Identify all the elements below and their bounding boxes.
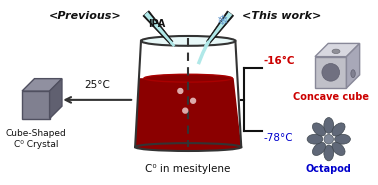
Text: Cube-Shaped
C⁰ Crystal: Cube-Shaped C⁰ Crystal	[5, 129, 66, 149]
Circle shape	[178, 88, 183, 93]
Text: <This work>: <This work>	[242, 11, 321, 21]
Text: -16°C: -16°C	[264, 56, 295, 66]
Ellipse shape	[324, 117, 334, 133]
Polygon shape	[144, 12, 172, 44]
Polygon shape	[143, 11, 173, 44]
Text: 25°C: 25°C	[84, 80, 110, 90]
Circle shape	[322, 63, 339, 81]
Text: ❄: ❄	[217, 14, 228, 28]
Circle shape	[191, 98, 195, 103]
Ellipse shape	[324, 145, 334, 161]
Ellipse shape	[332, 49, 340, 53]
Polygon shape	[347, 43, 359, 88]
Polygon shape	[315, 43, 359, 57]
Ellipse shape	[141, 36, 235, 46]
Ellipse shape	[313, 142, 325, 155]
Ellipse shape	[144, 74, 232, 82]
Text: Concave cube: Concave cube	[293, 92, 369, 102]
Polygon shape	[135, 78, 241, 147]
Polygon shape	[22, 79, 62, 91]
Text: Octapod: Octapod	[306, 164, 352, 174]
Ellipse shape	[332, 123, 345, 136]
Polygon shape	[315, 57, 347, 88]
Polygon shape	[207, 12, 232, 44]
Ellipse shape	[335, 134, 350, 144]
Polygon shape	[206, 11, 234, 44]
Ellipse shape	[332, 142, 345, 155]
Text: <Previous>: <Previous>	[49, 11, 121, 21]
Ellipse shape	[307, 134, 323, 144]
Polygon shape	[22, 91, 50, 119]
Ellipse shape	[313, 123, 325, 136]
Text: IPA: IPA	[148, 19, 165, 29]
Polygon shape	[50, 79, 62, 119]
Text: -78°C: -78°C	[264, 133, 293, 143]
Ellipse shape	[351, 70, 355, 78]
Text: C⁰ in mesitylene: C⁰ in mesitylene	[146, 164, 231, 174]
Ellipse shape	[135, 143, 241, 151]
Circle shape	[324, 134, 333, 144]
Circle shape	[183, 108, 188, 113]
